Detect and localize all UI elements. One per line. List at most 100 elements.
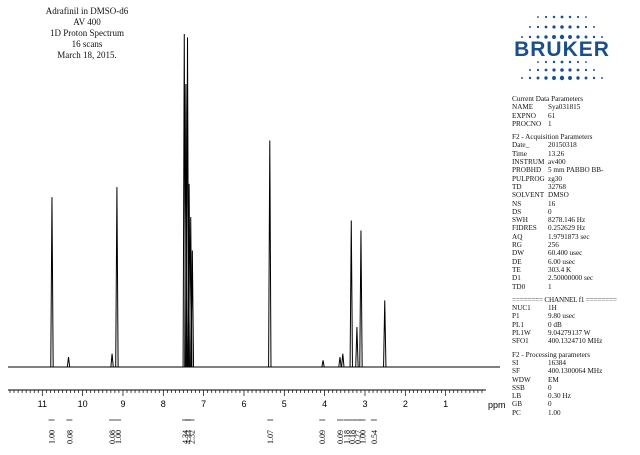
- logo-dot: [576, 76, 580, 80]
- param-value: 9.80 usec: [548, 312, 576, 321]
- param-value: 32768: [548, 182, 566, 191]
- spectrum-peak: [50, 197, 54, 368]
- param-key: NAME: [512, 103, 534, 112]
- logo-dot: [528, 35, 532, 39]
- spectrum-peak: [66, 356, 71, 368]
- header-line-sample: Adrafinil in DMSO-d6: [45, 6, 129, 16]
- logo-dot: [568, 68, 572, 72]
- channel-params-list: NUC1 1H P1 9.80 usec PL1 0 dB PL1W 9.04279137 W…: [512, 304, 638, 345]
- logo-dot: [568, 15, 572, 19]
- parameters-panel: Current Data Parameters NAME Sya031815 EXP…: [512, 95, 638, 417]
- param-row: AQ 1.9791873 sec: [512, 233, 638, 241]
- param-value: DMSO: [548, 191, 569, 200]
- param-row: NAME Sya031815: [512, 103, 638, 111]
- logo-dot: [601, 36, 603, 38]
- param-value: 0: [548, 400, 552, 409]
- integral-marker: 0.08: [108, 419, 117, 444]
- logo-dot: [559, 34, 565, 40]
- logo-dot: [536, 76, 540, 80]
- param-value: Sya031815: [548, 103, 581, 112]
- x-tick-label: 7: [201, 399, 206, 409]
- logo-dot: [585, 16, 587, 18]
- param-key: SWH: [512, 216, 528, 225]
- param-key: GB: [512, 400, 522, 409]
- header-line-date: March 18, 2015.: [57, 50, 117, 60]
- logo-dot: [529, 69, 531, 71]
- param-row: GB 0: [512, 400, 638, 408]
- integral-value: 0.08: [65, 430, 74, 444]
- integral-marker: 0.09: [336, 419, 345, 444]
- spectrum-header: Adrafinil in DMSO-d6 AV 400 1D Proton Sp…: [12, 6, 162, 61]
- logo-dot: [560, 60, 564, 64]
- param-key: D1: [512, 274, 521, 283]
- param-row: RG 256: [512, 241, 638, 249]
- param-row: SOLVENT DMSO: [512, 191, 638, 199]
- param-key: PC: [512, 408, 521, 417]
- integral-marker: 0.54: [370, 419, 379, 444]
- param-key: DE: [512, 257, 522, 266]
- param-row: EXPNO 61: [512, 112, 638, 120]
- param-key: LB: [512, 392, 522, 401]
- param-row: TD0 1: [512, 283, 638, 291]
- integral-value: 1.18: [342, 430, 351, 444]
- param-row: PC 1.00: [512, 409, 638, 417]
- channel-title: ======== CHANNEL f1 ========: [512, 295, 617, 304]
- integral-value: 0.09: [336, 430, 345, 444]
- logo-dot: [576, 35, 580, 39]
- x-tick-label: 1: [443, 399, 448, 409]
- param-key: Date_: [512, 141, 530, 150]
- logo-dot: [559, 75, 565, 81]
- bruker-logo: BRUKER: [514, 15, 609, 81]
- logo-dot: [585, 61, 587, 63]
- header-line-scans: 16 scans: [71, 39, 103, 49]
- logo-dot: [544, 68, 548, 72]
- spectrum-peak: [341, 353, 345, 368]
- logo-dot: [560, 68, 564, 72]
- integral-value: 1.00: [48, 430, 57, 444]
- logo-dot: [568, 35, 572, 39]
- current-params-list: NAME Sya031815 EXPNO 61 PROCNO 1: [512, 103, 638, 128]
- param-row: SWH 8278.146 Hz: [512, 216, 638, 224]
- param-key: RG: [512, 241, 522, 250]
- integral-value: 1.00: [114, 430, 123, 444]
- x-tick-label: 8: [161, 399, 166, 409]
- param-row: PULPROG zg30: [512, 175, 638, 183]
- param-value: 0.252629 Hz: [548, 224, 586, 233]
- logo-dot: [593, 69, 595, 71]
- logo-dot: [521, 77, 523, 79]
- param-key: P1: [512, 312, 520, 321]
- spectrum-peak: [355, 327, 359, 368]
- logo-dot: [552, 35, 556, 39]
- spectrum-peak: [349, 220, 353, 368]
- param-key: PL1W: [512, 329, 531, 338]
- param-row: DS 0: [512, 208, 638, 216]
- integral-marker: 1.00: [359, 419, 368, 444]
- param-key: DW: [512, 249, 524, 258]
- integral-value: 4.34: [181, 430, 190, 444]
- param-key: EXPNO: [512, 111, 536, 120]
- logo-dot: [544, 60, 548, 64]
- param-key: SSB: [512, 383, 525, 392]
- logo-dot: [537, 16, 539, 18]
- integral-labels: 1.00 0.08 0.081.00 4.344.332.32 1.07 0.09 0.09…: [48, 419, 379, 444]
- header-line-instrument: AV 400: [73, 17, 101, 27]
- param-row: P1 9.80 usec: [512, 312, 638, 320]
- param-value: 303.4 K: [548, 265, 572, 274]
- param-value: 1H: [548, 304, 557, 313]
- integral-value: 0.08: [108, 430, 117, 444]
- logo-dot: [584, 35, 588, 39]
- param-row: SF 400.1300064 MHz: [512, 367, 638, 375]
- param-row: Time 13.26: [512, 150, 638, 158]
- param-key: SOLVENT: [512, 191, 545, 200]
- x-tick-label: 6: [241, 399, 246, 409]
- logo-dot: [568, 76, 572, 80]
- logo-dot: [544, 35, 548, 39]
- param-value: 5 mm PABBO BB-: [548, 166, 604, 175]
- integral-value: 0.18: [348, 430, 357, 444]
- logo-dot: [529, 26, 531, 28]
- spectrum-trace: [50, 33, 387, 368]
- param-key: SFO1: [512, 337, 529, 346]
- param-row: DE 6.00 usec: [512, 258, 638, 266]
- param-value: 61: [548, 111, 556, 120]
- logo-dot-pattern: [521, 15, 603, 81]
